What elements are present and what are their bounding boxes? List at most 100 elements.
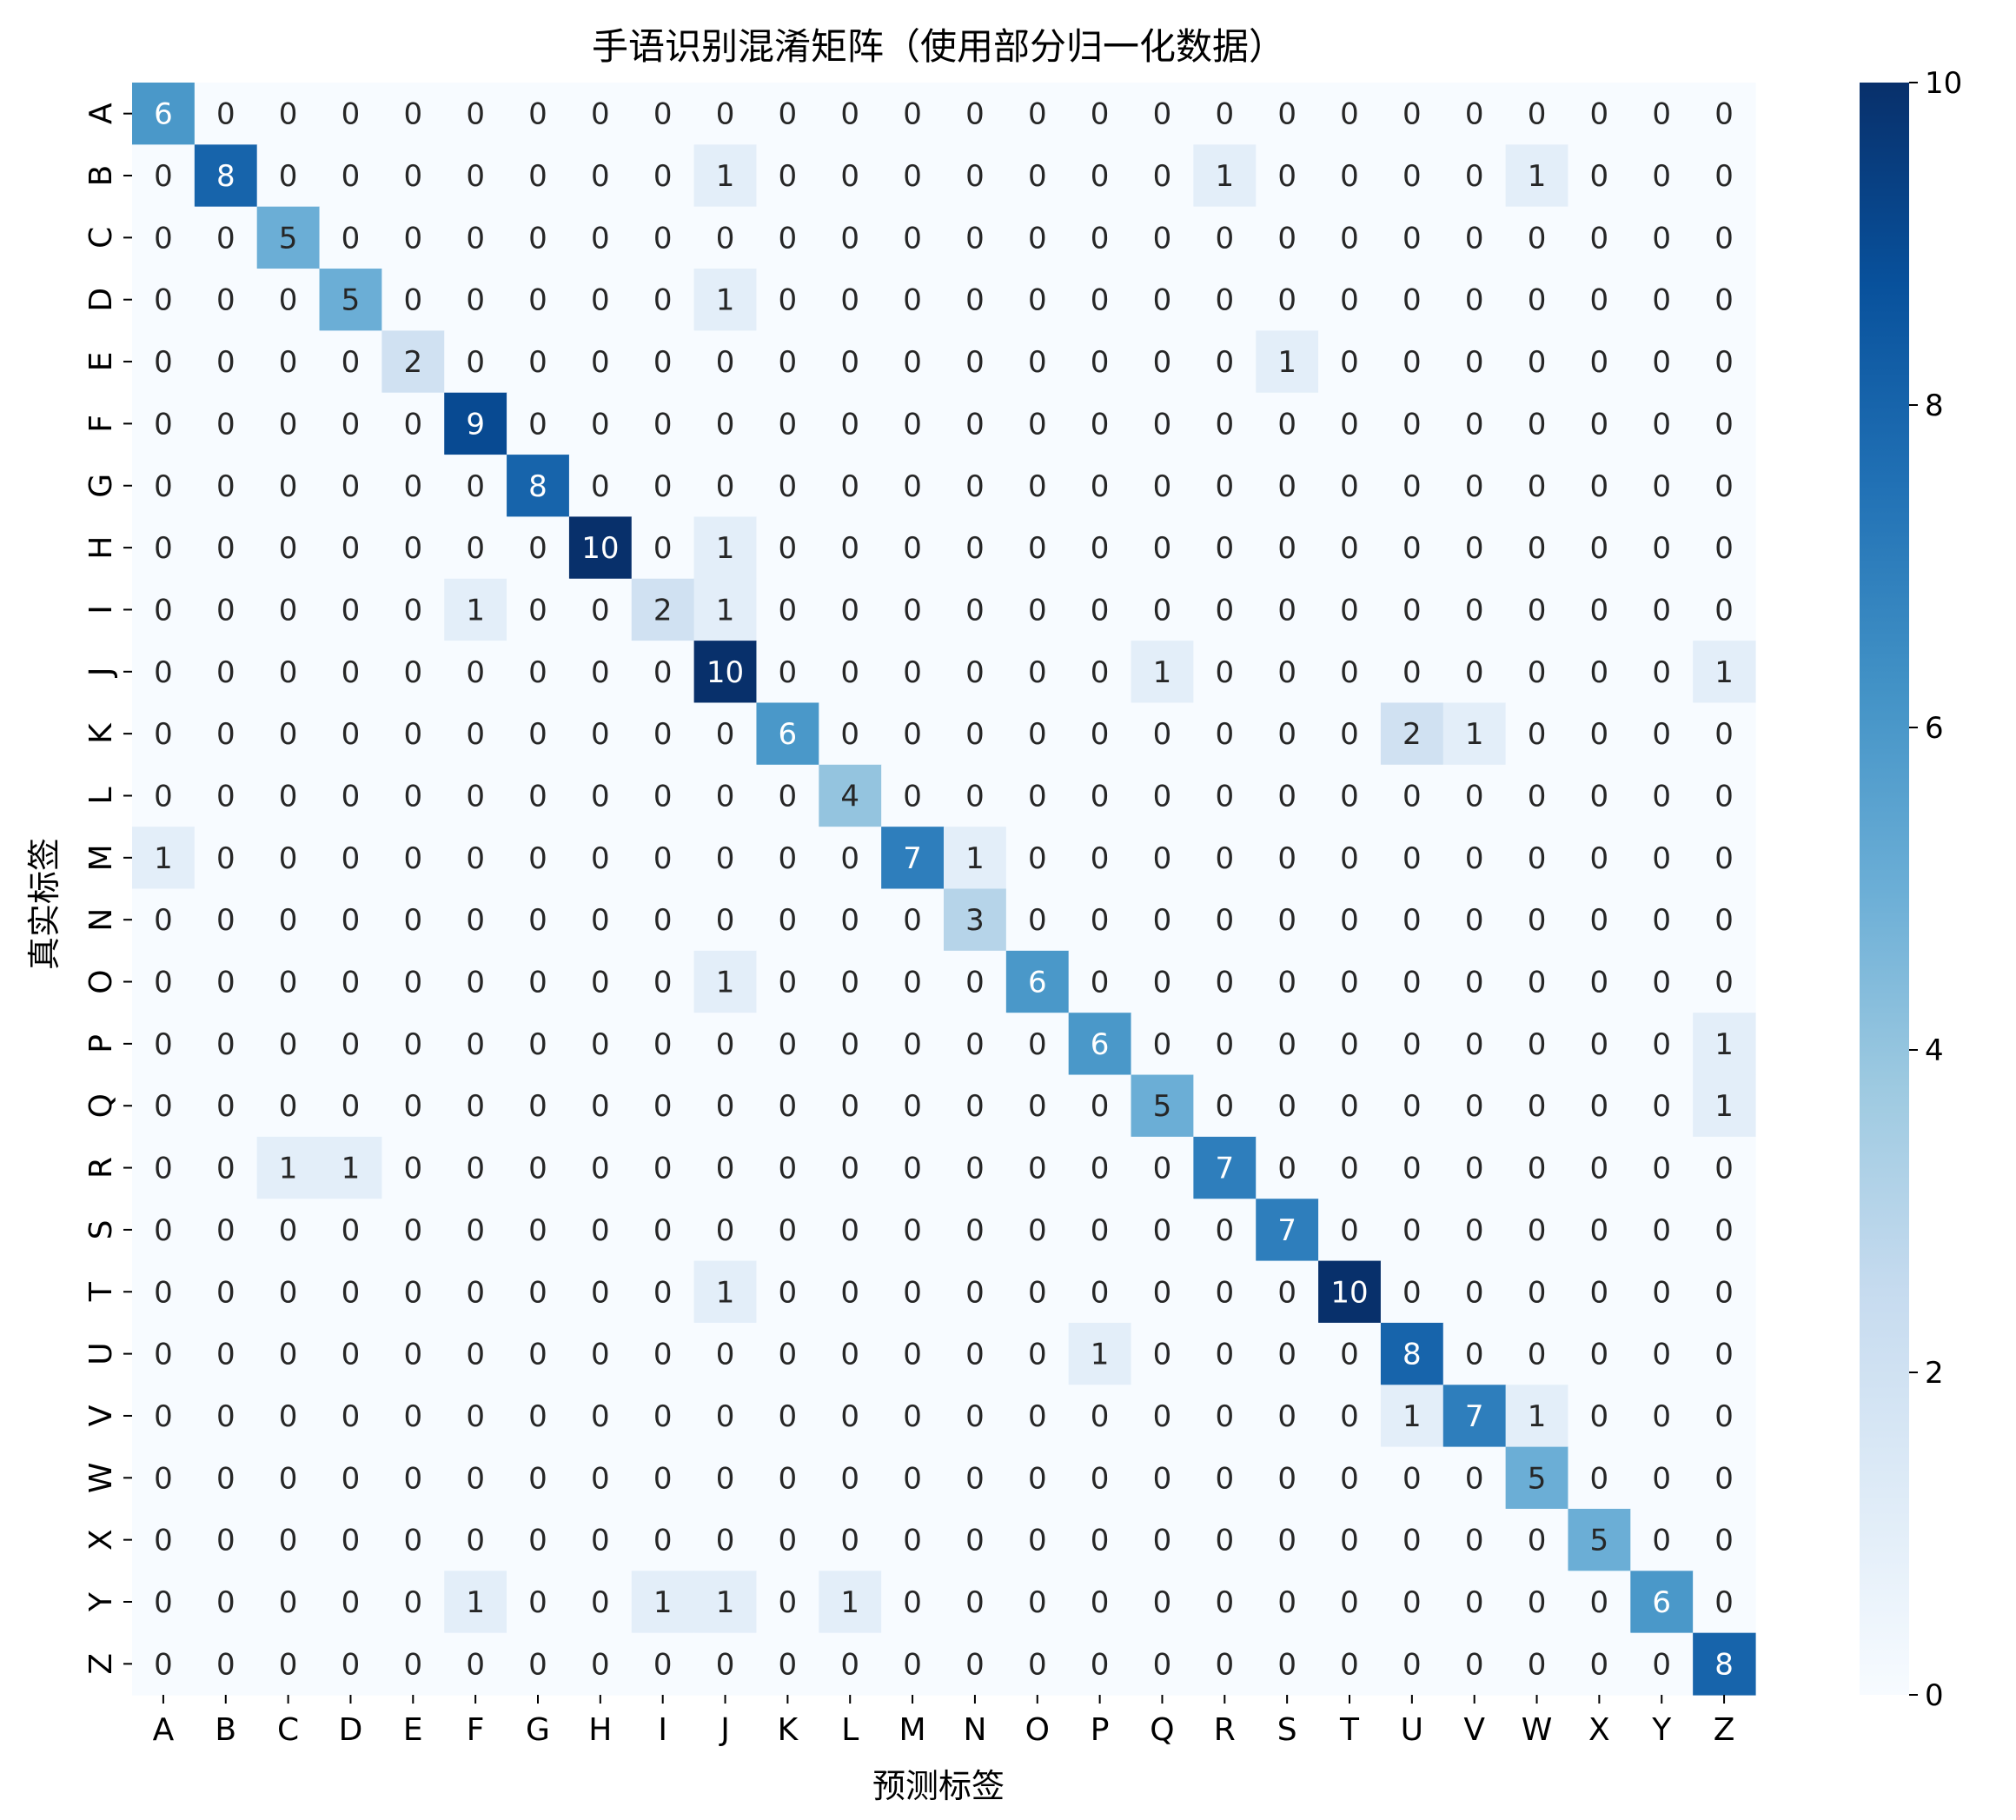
heatmap-cell bbox=[819, 888, 882, 952]
heatmap-cell bbox=[507, 1322, 570, 1385]
cell-value-label: 0 bbox=[965, 1275, 985, 1310]
heatmap-cell bbox=[944, 1571, 1007, 1634]
heatmap-cell bbox=[444, 764, 507, 827]
cell-value-label: 0 bbox=[1465, 407, 1484, 442]
y-tick-label: B bbox=[83, 165, 119, 187]
cell-value-label: 0 bbox=[279, 283, 298, 318]
heatmap-cell bbox=[881, 1446, 945, 1510]
heatmap-cell bbox=[1630, 1571, 1694, 1634]
cell-value-label: 0 bbox=[1153, 97, 1172, 132]
cell-value-label: 0 bbox=[1465, 593, 1484, 628]
cell-value-label: 0 bbox=[840, 1275, 859, 1310]
heatmap-cell bbox=[568, 269, 633, 331]
cell-value-label: 0 bbox=[1714, 1213, 1734, 1248]
heatmap-cell bbox=[132, 1013, 196, 1076]
heatmap-cell bbox=[944, 83, 1007, 145]
x-tick-label: M bbox=[899, 1712, 926, 1748]
cell-value-label: 0 bbox=[1403, 221, 1422, 256]
cell-value-label: 3 bbox=[965, 903, 985, 938]
heatmap-cell bbox=[819, 827, 882, 890]
cell-value-label: 0 bbox=[403, 407, 422, 442]
cell-value-label: 0 bbox=[216, 221, 235, 256]
cell-value-label: 0 bbox=[279, 407, 298, 442]
heatmap-cell bbox=[1505, 950, 1569, 1013]
cell-value-label: 0 bbox=[528, 966, 547, 1000]
cell-value-label: 0 bbox=[154, 779, 173, 814]
cell-value-label: 0 bbox=[216, 1399, 235, 1434]
heatmap-cell bbox=[944, 330, 1007, 394]
cell-value-label: 0 bbox=[1091, 345, 1110, 380]
cell-value-label: 0 bbox=[653, 221, 673, 256]
cell-value-label: 0 bbox=[1465, 841, 1484, 876]
cell-value-label: 0 bbox=[1028, 469, 1047, 504]
heatmap-cell bbox=[756, 455, 819, 518]
heatmap-cell bbox=[1318, 1385, 1382, 1448]
cell-value-label: 0 bbox=[1277, 1275, 1296, 1310]
cell-value-label: 0 bbox=[903, 966, 922, 1000]
heatmap-cell bbox=[1068, 392, 1132, 455]
heatmap-cell bbox=[1693, 641, 1756, 704]
heatmap-cell bbox=[944, 702, 1007, 766]
heatmap-cell bbox=[1568, 1013, 1631, 1076]
cell-value-label: 0 bbox=[1528, 1585, 1547, 1620]
cell-value-label: 0 bbox=[1403, 97, 1422, 132]
heatmap-cell bbox=[132, 392, 196, 455]
heatmap-cell bbox=[631, 1508, 695, 1571]
colorbar-tick-label: 8 bbox=[1925, 389, 1944, 423]
cell-value-label: 0 bbox=[591, 903, 610, 938]
cell-value-label: 0 bbox=[1528, 655, 1547, 690]
cell-value-label: 0 bbox=[1215, 283, 1234, 318]
heatmap-cell bbox=[1005, 578, 1070, 641]
heatmap-cell bbox=[756, 1260, 819, 1324]
heatmap-cell bbox=[319, 888, 382, 952]
cell-value-label: 0 bbox=[466, 1213, 485, 1248]
heatmap-cell bbox=[1630, 1199, 1694, 1262]
heatmap-cell bbox=[256, 1385, 321, 1448]
cell-value-label: 1 bbox=[1714, 1089, 1734, 1124]
heatmap-cell bbox=[1256, 1074, 1319, 1138]
heatmap-cell bbox=[444, 1508, 507, 1571]
cell-value-label: 0 bbox=[903, 1338, 922, 1372]
heatmap-cell bbox=[756, 1199, 819, 1262]
heatmap-cell bbox=[1568, 1322, 1631, 1385]
y-tick-label: D bbox=[83, 288, 119, 312]
cell-value-label: 0 bbox=[1153, 345, 1172, 380]
heatmap-cell bbox=[819, 1013, 882, 1076]
heatmap-cell bbox=[132, 1136, 196, 1199]
heatmap-cell bbox=[756, 392, 819, 455]
cell-value-label: 0 bbox=[1091, 1461, 1110, 1496]
heatmap-cell bbox=[631, 1136, 695, 1199]
heatmap-cell bbox=[1693, 764, 1756, 827]
heatmap-cell bbox=[507, 144, 570, 208]
cell-value-label: 0 bbox=[591, 1213, 610, 1248]
cell-value-label: 5 bbox=[1528, 1461, 1547, 1496]
cell-value-label: 0 bbox=[154, 903, 173, 938]
cell-value-label: 0 bbox=[779, 1585, 798, 1620]
cell-value-label: 1 bbox=[716, 593, 735, 628]
heatmap-cell bbox=[132, 1508, 196, 1571]
cell-value-label: 0 bbox=[653, 1524, 673, 1558]
x-tick-label: F bbox=[467, 1712, 485, 1748]
heatmap-cell bbox=[1693, 392, 1756, 455]
heatmap-cell bbox=[1630, 641, 1694, 704]
heatmap-cell bbox=[132, 1571, 196, 1634]
cell-value-label: 0 bbox=[403, 469, 422, 504]
heatmap-cell bbox=[568, 578, 633, 641]
cell-value-label: 0 bbox=[1403, 283, 1422, 318]
y-tick-label: L bbox=[83, 787, 119, 804]
heatmap-cell bbox=[1380, 1571, 1444, 1634]
heatmap-cell bbox=[1380, 516, 1444, 580]
cell-value-label: 0 bbox=[279, 1338, 298, 1372]
heatmap-cell bbox=[693, 1632, 758, 1696]
cell-value-label: 0 bbox=[840, 841, 859, 876]
cell-value-label: 0 bbox=[965, 1524, 985, 1558]
cell-value-label: 0 bbox=[1652, 1399, 1671, 1434]
heatmap-cell bbox=[1318, 83, 1382, 145]
cell-value-label: 0 bbox=[1028, 1585, 1047, 1620]
cell-value-label: 0 bbox=[779, 903, 798, 938]
cell-value-label: 0 bbox=[1153, 159, 1172, 194]
heatmap-cell bbox=[194, 641, 258, 704]
cell-value-label: 0 bbox=[903, 1275, 922, 1310]
heatmap-cell bbox=[319, 206, 382, 269]
cell-value-label: 0 bbox=[965, 221, 985, 256]
